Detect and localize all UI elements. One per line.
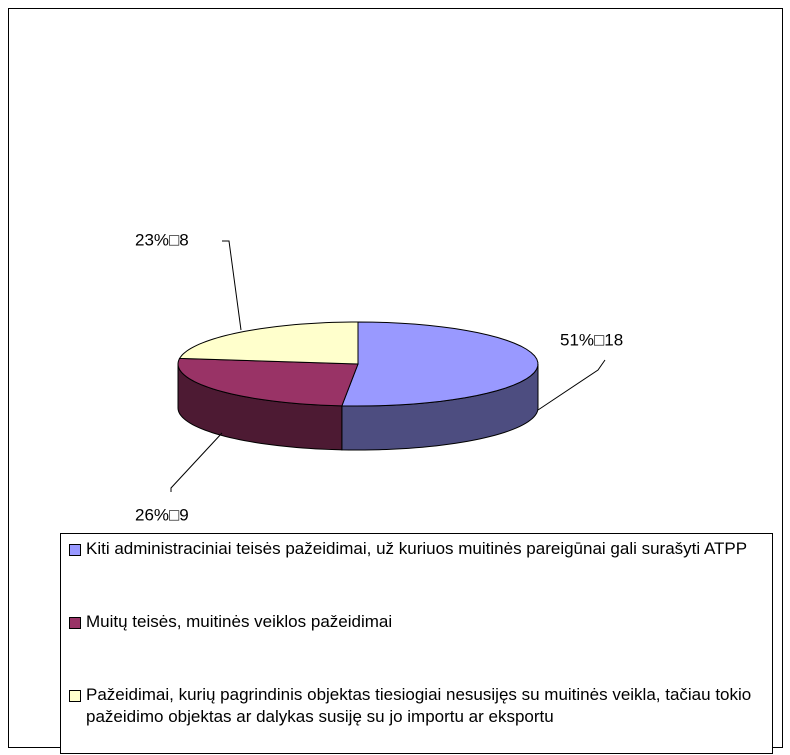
legend-swatch xyxy=(69,690,81,702)
data-label: 23%□8 xyxy=(135,230,189,249)
data-label: 51%□18 xyxy=(560,330,623,349)
leader-line xyxy=(170,432,223,492)
pie-slice xyxy=(177,357,359,407)
legend-swatch xyxy=(69,544,81,556)
legend-label: Kiti administraciniai teisės pažeidimai,… xyxy=(86,539,748,558)
legend-label: Pažeidimai, kurių pagrindinis objektas t… xyxy=(86,685,752,726)
legend-swatch xyxy=(69,617,81,629)
pie xyxy=(177,321,539,451)
leader-line xyxy=(537,359,606,411)
legend-label: Muitų teisės, muitinės veiklos pažeidima… xyxy=(86,612,393,631)
pie-slice xyxy=(178,321,359,365)
leader-line xyxy=(222,240,242,331)
legend-box xyxy=(60,533,773,754)
data-label: 26%□9 xyxy=(135,505,189,524)
pie-slice xyxy=(341,321,539,407)
